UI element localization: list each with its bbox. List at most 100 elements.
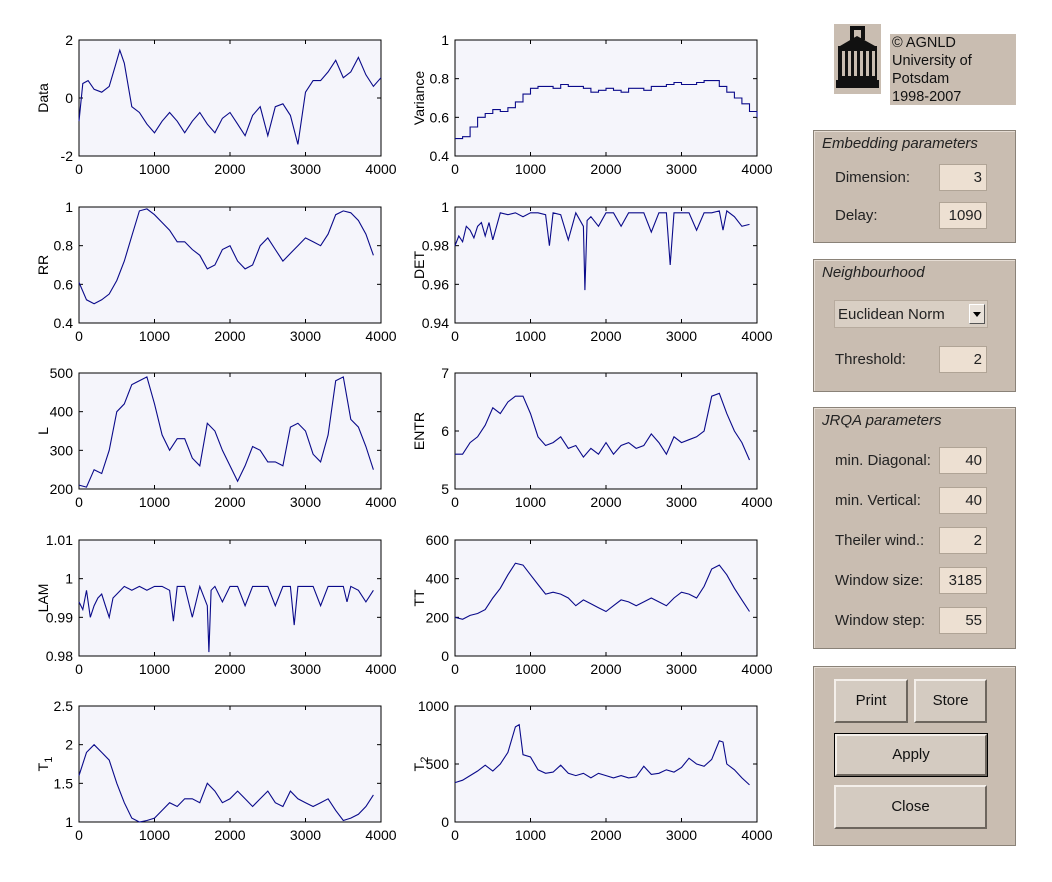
x-tick-label: 2000 (214, 328, 245, 344)
window-step-field[interactable]: 55 (939, 607, 987, 634)
x-tick-label: 3000 (290, 827, 321, 843)
min-diagonal-label: min. Diagonal: (835, 452, 931, 469)
x-tick-label: 4000 (741, 661, 772, 677)
delay-label: Delay: (835, 207, 878, 224)
y-tick-label: 1.5 (54, 775, 74, 791)
copyright-line: © AGNLD (892, 35, 956, 51)
y-tick-label: 1 (65, 571, 73, 587)
plot-area (78, 705, 382, 823)
x-tick-label: 2000 (590, 661, 621, 677)
y-tick-label: 500 (426, 756, 450, 772)
x-tick-label: 1000 (515, 161, 546, 177)
y-tick-label: 6 (441, 423, 449, 439)
x-tick-label: 1000 (515, 494, 546, 510)
series-line (455, 80, 758, 140)
y-axis-label: RR (35, 255, 51, 275)
x-tick-label: 1000 (515, 661, 546, 677)
dimension-label: Dimension: (835, 169, 911, 186)
y-tick-label: 2.5 (54, 698, 74, 714)
embedding-panel: Embedding parameters Dimension: 3 Delay:… (813, 130, 1016, 243)
x-tick-label: 4000 (365, 494, 396, 510)
chart-entr: 0 1000 2000 3000 4000 5 6 7 ENTR (411, 365, 773, 510)
series-line (454, 209, 750, 291)
series-line (78, 48, 382, 145)
x-tick-label: 0 (451, 161, 459, 177)
y-tick-label: 0.99 (46, 609, 73, 625)
y-axis-label: DET (411, 251, 427, 279)
chart-rr: 0 1000 2000 3000 4000 0.4 0.6 0.8 1 RR (35, 199, 397, 344)
chart-t1: 0 1000 2000 3000 4000 1 1.5 2 2.5 T1 (35, 698, 397, 843)
y-tick-label: 400 (50, 404, 74, 420)
chart-det: 0 1000 2000 3000 4000 0.94 0.96 0.98 1 DET (411, 199, 773, 344)
series-line (454, 723, 750, 786)
x-tick-label: 4000 (741, 328, 772, 344)
x-tick-label: 4000 (741, 827, 772, 843)
y-tick-label: 500 (50, 365, 74, 381)
close-button[interactable]: Close (834, 785, 987, 829)
copyright-line: 1998-2007 (892, 89, 962, 105)
y-tick-label: 0.4 (54, 315, 74, 331)
plot-area (78, 206, 382, 324)
y-tick-label: 0 (441, 814, 449, 830)
x-tick-label: 0 (75, 827, 83, 843)
y-tick-label: 2 (65, 32, 73, 48)
y-tick-label: 1 (441, 32, 449, 48)
apply-button[interactable]: Apply (834, 733, 988, 777)
min-vertical-field[interactable]: 40 (939, 487, 987, 514)
x-tick-label: 0 (451, 827, 459, 843)
y-tick-label: 0.96 (422, 276, 449, 292)
x-tick-label: 0 (451, 494, 459, 510)
chevron-down-icon[interactable] (969, 304, 985, 324)
series-line (78, 584, 374, 653)
x-tick-label: 0 (75, 494, 83, 510)
x-tick-label: 3000 (290, 328, 321, 344)
store-button[interactable]: Store (914, 679, 987, 723)
window-size-field[interactable]: 3185 (939, 567, 987, 594)
copyright-line: Potsdam (892, 71, 950, 87)
delay-field[interactable]: 1090 (939, 202, 987, 229)
x-tick-label: 3000 (666, 328, 697, 344)
y-tick-label: 600 (426, 532, 450, 548)
y-tick-label: 0.6 (430, 109, 450, 125)
plot-area (454, 539, 758, 657)
x-tick-label: 2000 (214, 661, 245, 677)
x-tick-label: 3000 (290, 661, 321, 677)
y-axis-label: LAM (35, 584, 51, 613)
building-icon (836, 26, 879, 88)
jrqa-title: JRQA parameters (822, 412, 942, 429)
theiler-window-field[interactable]: 2 (939, 527, 987, 554)
y-tick-label: 0.8 (54, 238, 74, 254)
x-tick-label: 1000 (139, 328, 170, 344)
x-tick-label: 1000 (515, 328, 546, 344)
x-tick-label: 0 (75, 161, 83, 177)
chart-variance: 0 1000 2000 3000 4000 0.4 0.6 0.8 1 Variance (411, 32, 773, 177)
x-tick-label: 3000 (666, 661, 697, 677)
y-axis-label: T1 (35, 757, 55, 772)
series-line (78, 208, 374, 305)
plot-area (454, 372, 758, 490)
buttons-panel: Print Store Apply Close (813, 666, 1016, 846)
x-tick-label: 4000 (741, 494, 772, 510)
norm-dropdown[interactable]: Euclidean Norm (834, 300, 988, 328)
x-tick-label: 4000 (365, 661, 396, 677)
print-button[interactable]: Print (834, 679, 908, 723)
min-vertical-label: min. Vertical: (835, 492, 921, 509)
copyright-line: University of (892, 53, 972, 69)
y-tick-label: 0.94 (422, 315, 449, 331)
y-tick-label: 1 (441, 199, 449, 215)
y-tick-label: 200 (50, 481, 74, 497)
x-tick-label: 1000 (139, 494, 170, 510)
series-line (455, 392, 751, 461)
threshold-field[interactable]: 2 (939, 346, 987, 373)
x-tick-label: 4000 (741, 161, 772, 177)
y-axis-label: Variance (411, 71, 427, 125)
min-diagonal-field[interactable]: 40 (939, 447, 987, 474)
y-tick-label: 1 (65, 814, 73, 830)
x-tick-label: 4000 (365, 161, 396, 177)
y-tick-label: 2 (65, 737, 73, 753)
dimension-field[interactable]: 3 (939, 164, 987, 191)
y-tick-label: 300 (50, 442, 74, 458)
chart-tt: 0 1000 2000 3000 4000 0 200 400 600 TT (411, 532, 773, 677)
y-tick-label: 400 (426, 571, 450, 587)
